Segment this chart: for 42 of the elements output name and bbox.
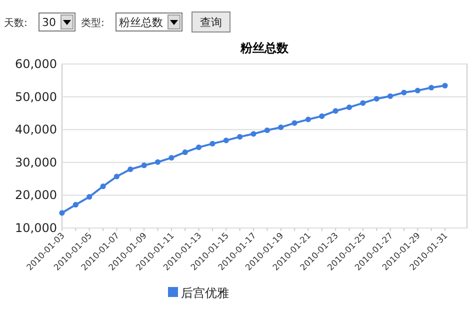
point <box>442 82 448 88</box>
point <box>414 88 420 94</box>
point <box>332 108 338 114</box>
point <box>401 90 407 96</box>
point <box>264 127 270 134</box>
y-tick-label: 40,000 <box>15 122 57 137</box>
point <box>360 100 366 106</box>
point <box>59 210 65 216</box>
text: 天数: <box>4 18 28 29</box>
text: 30 <box>42 16 56 29</box>
y-tick-label: 20,000 <box>15 188 57 202</box>
point <box>278 124 284 130</box>
point <box>141 162 147 168</box>
point <box>374 96 380 102</box>
point <box>387 93 394 99</box>
point <box>237 134 243 140</box>
y-tick-label: 10,000 <box>15 221 57 235</box>
point <box>86 194 92 200</box>
y-tick-label: 30,000 <box>15 155 57 170</box>
point <box>292 120 298 126</box>
y-tick-label: 60,000 <box>15 57 57 71</box>
text: 查询 <box>200 16 222 29</box>
y-tick-label: 50,000 <box>15 90 57 104</box>
point <box>223 138 229 144</box>
point <box>346 104 352 110</box>
chart-title: 粉丝总数 <box>240 41 290 55</box>
point <box>196 144 202 150</box>
text: 类型: <box>81 17 104 29</box>
point <box>182 149 188 156</box>
text: 粉丝总数 <box>119 16 163 29</box>
point <box>428 84 434 90</box>
point <box>168 155 174 161</box>
point <box>72 202 78 208</box>
point <box>154 159 161 165</box>
point <box>210 140 216 147</box>
point <box>305 116 312 122</box>
point <box>128 166 134 172</box>
point <box>114 174 120 180</box>
point <box>319 113 325 119</box>
point <box>100 184 106 190</box>
point <box>250 131 256 137</box>
legend-label: 后宫优雅 <box>181 286 229 300</box>
